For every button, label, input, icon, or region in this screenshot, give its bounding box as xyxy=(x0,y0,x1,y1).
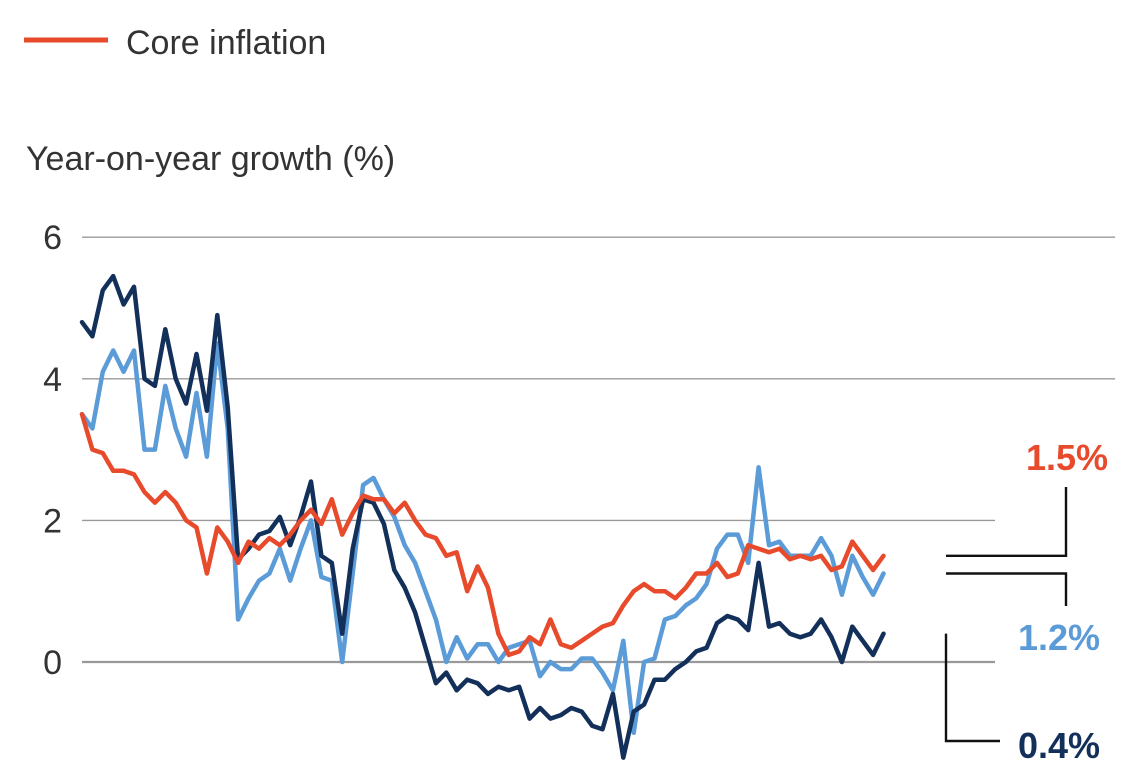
core-inflation-line xyxy=(79,411,886,658)
y-tick-label-0: 0 xyxy=(43,644,62,682)
y-axis-title: Year-on-year growth (%) xyxy=(26,140,395,178)
end-label-headline-inflation: 1.2% xyxy=(1018,617,1100,658)
legend: Core inflation xyxy=(24,24,326,62)
series-lines xyxy=(79,273,886,760)
end-label-dark-series: 0.4% xyxy=(1018,725,1100,760)
leader-headline-inflation xyxy=(946,572,1068,606)
y-tick-label-4: 4 xyxy=(43,361,62,399)
end-label-leader-lines xyxy=(944,487,1068,743)
dark-series-line xyxy=(79,273,886,760)
leader-dark-series xyxy=(944,633,1000,743)
legend-label-core-inflation: Core inflation xyxy=(126,24,326,62)
end-labels: 1.5% 1.2% 0.4% xyxy=(1018,437,1108,760)
y-tick-label-2: 2 xyxy=(43,502,62,540)
y-tick-label-6: 6 xyxy=(43,219,62,257)
end-label-core-inflation: 1.5% xyxy=(1026,437,1108,478)
leader-core-inflation xyxy=(946,487,1068,557)
y-tick-labels: 0 2 4 6 xyxy=(43,219,62,682)
headline-inflation-line xyxy=(79,341,886,736)
